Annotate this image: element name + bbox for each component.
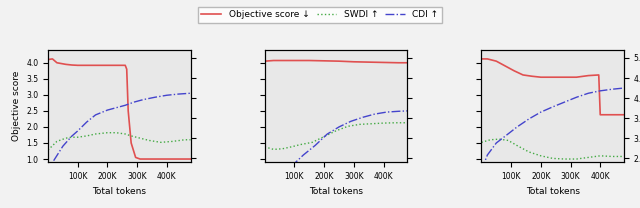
X-axis label: Total tokens: Total tokens bbox=[92, 187, 147, 196]
Y-axis label: Objective score: Objective score bbox=[12, 71, 20, 141]
Legend: Objective score ↓, SWDI ↑, CDI ↑: Objective score ↓, SWDI ↑, CDI ↑ bbox=[198, 7, 442, 23]
X-axis label: Total tokens: Total tokens bbox=[309, 187, 363, 196]
X-axis label: Total tokens: Total tokens bbox=[525, 187, 580, 196]
